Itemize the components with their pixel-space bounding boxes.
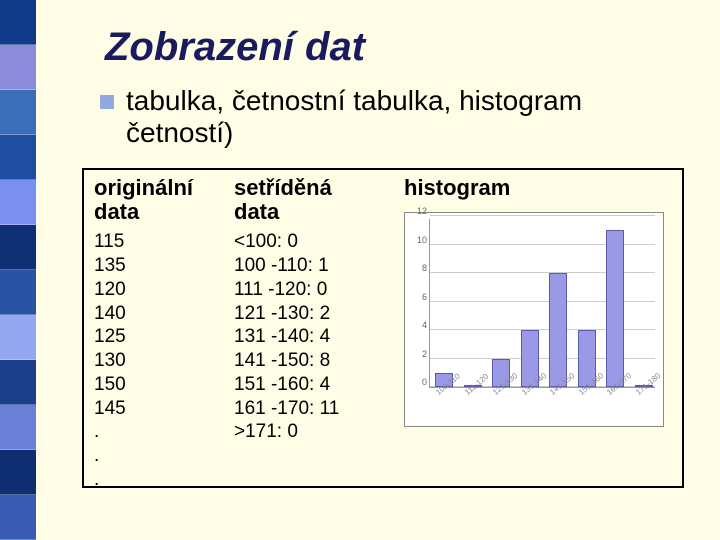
- chart-bar: [606, 230, 624, 387]
- sidebar-block: [0, 405, 36, 450]
- sidebar-block: [0, 180, 36, 225]
- chart-y-tick-label: 6: [422, 292, 430, 302]
- sidebar-block: [0, 0, 36, 45]
- chart-gridline: [430, 215, 655, 216]
- col1-items: 115 135 120 140 125 130 150 145 . . .: [94, 230, 234, 491]
- sidebar-block: [0, 270, 36, 315]
- bullet-square-icon: [100, 95, 114, 109]
- column-histogram: histogram 024681012100-110111-120121-130…: [404, 176, 672, 480]
- bullet-text: tabulka, četnostní tabulka, histogram če…: [126, 85, 680, 149]
- col2-header: setříděná data: [234, 176, 404, 224]
- histogram-chart: 024681012100-110111-120121-130131-140141…: [404, 212, 664, 427]
- chart-y-tick-label: 0: [422, 377, 430, 387]
- column-sorted-data: setříděná data <100: 0 100 -110: 1 111 -…: [234, 176, 404, 480]
- col3-header: histogram: [404, 176, 672, 200]
- chart-y-tick-label: 8: [422, 263, 430, 273]
- bullet-item: tabulka, četnostní tabulka, histogram če…: [100, 85, 680, 149]
- sidebar-decorative: [0, 0, 36, 540]
- col2-items: <100: 0 100 -110: 1 111 -120: 0 121 -130…: [234, 230, 404, 444]
- page-title: Zobrazení dat: [105, 25, 365, 70]
- sidebar-block: [0, 135, 36, 180]
- sidebar-block: [0, 495, 36, 540]
- column-original-data: originální data 115 135 120 140 125 130 …: [94, 176, 234, 480]
- sidebar-block: [0, 315, 36, 360]
- sidebar-block: [0, 225, 36, 270]
- chart-x-tick-label: 171-180: [634, 371, 662, 397]
- sidebar-block: [0, 450, 36, 495]
- chart-y-tick-label: 2: [422, 349, 430, 359]
- chart-y-tick-label: 10: [417, 235, 430, 245]
- sidebar-block: [0, 45, 36, 90]
- col1-header: originální data: [94, 176, 234, 224]
- chart-bar: [549, 273, 567, 387]
- content-box: originální data 115 135 120 140 125 130 …: [82, 168, 684, 488]
- sidebar-block: [0, 360, 36, 405]
- chart-y-tick-label: 12: [417, 206, 430, 216]
- chart-plot-area: 024681012100-110111-120121-130131-140141…: [429, 219, 655, 388]
- chart-y-tick-label: 4: [422, 320, 430, 330]
- sidebar-block: [0, 90, 36, 135]
